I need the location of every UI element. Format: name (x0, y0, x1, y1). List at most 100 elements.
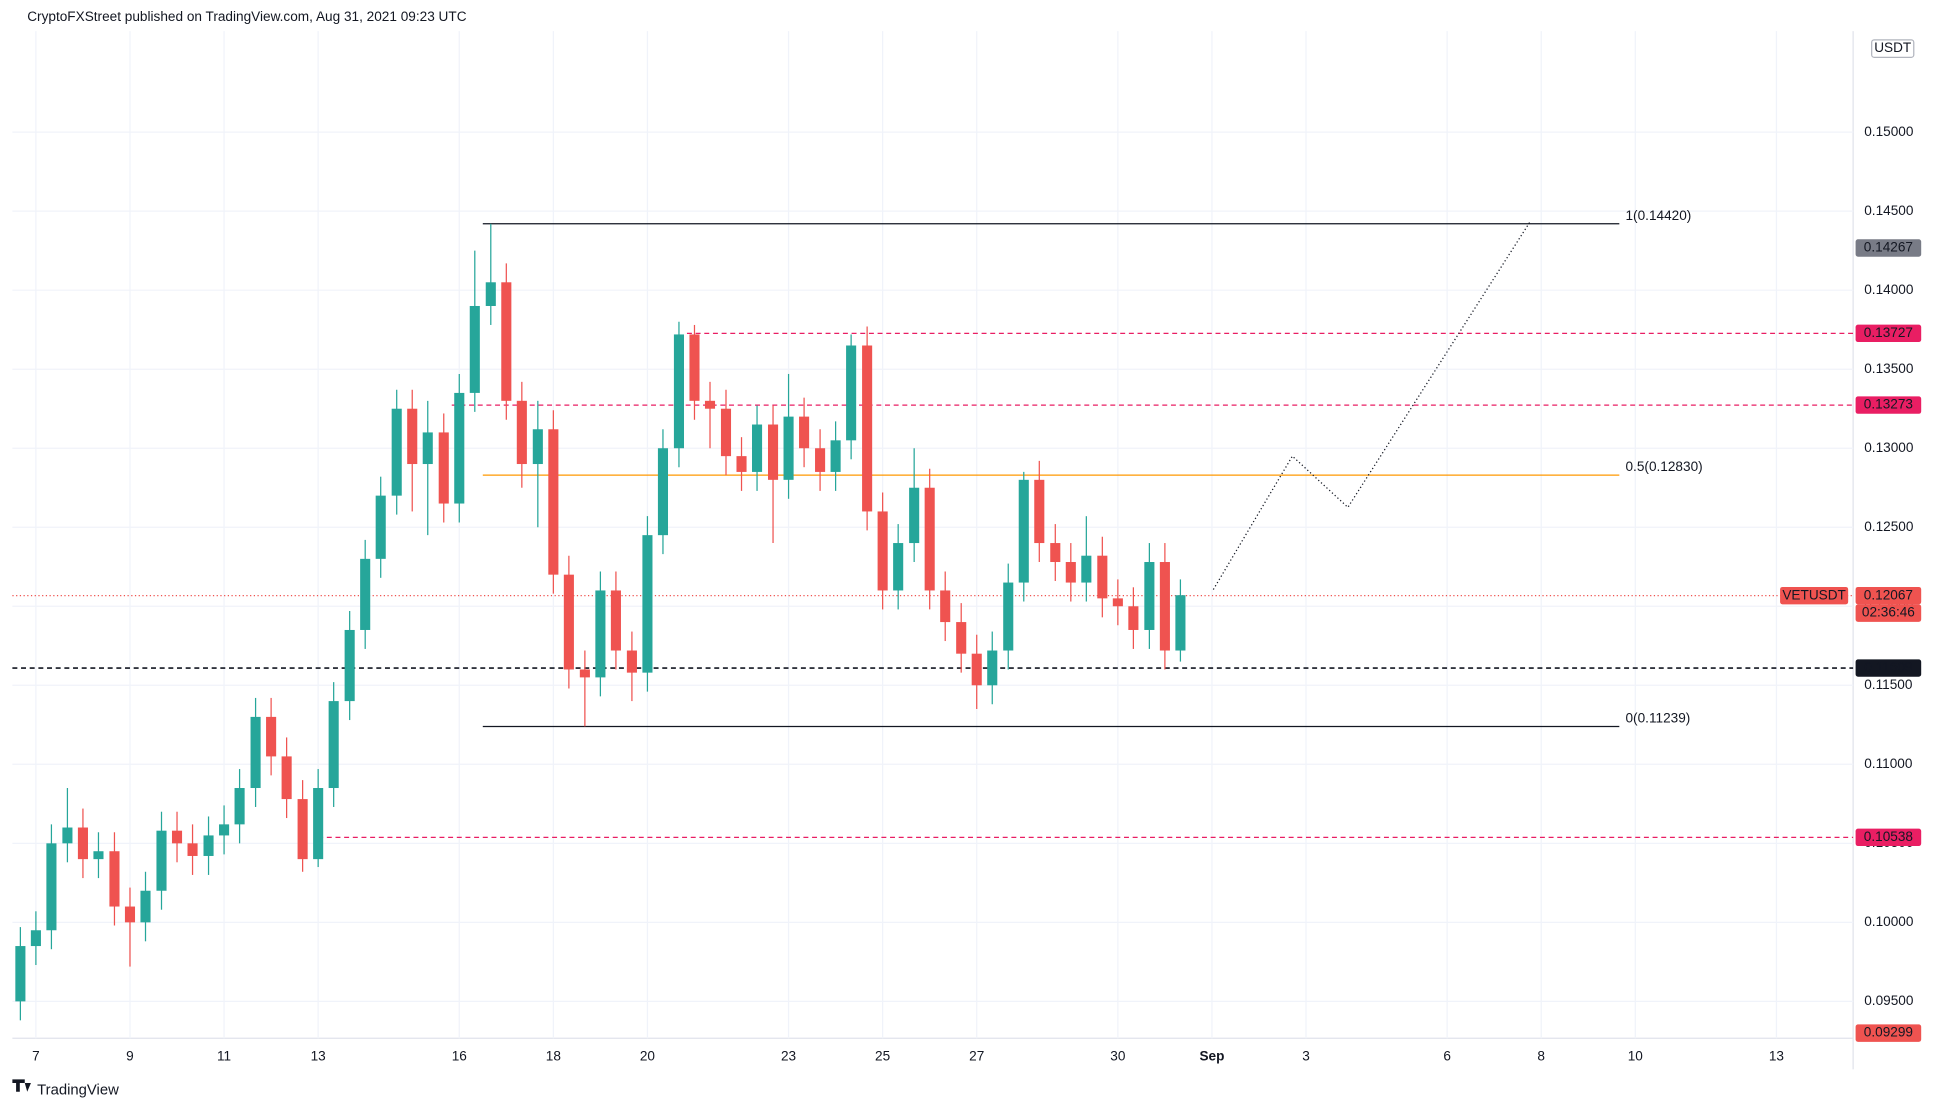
candle-body (626, 650, 637, 673)
candle-body (422, 432, 433, 465)
x-tick-label: 10 (1628, 1048, 1644, 1063)
candle-body (940, 590, 951, 623)
y-tick-label: 0.14500 (1864, 203, 1914, 218)
candle-body (799, 416, 810, 449)
fib-label: 0(0.11239) (1626, 711, 1691, 726)
candle-body (124, 906, 136, 923)
candle-body (171, 830, 183, 844)
candle-body (391, 408, 402, 496)
price-tag (1855, 324, 1922, 343)
y-tick-label: 0.15000 (1864, 124, 1914, 139)
countdown-label: 02:36:46 (1862, 605, 1915, 620)
price-tag (1855, 1024, 1922, 1042)
candle-body (1112, 598, 1123, 607)
x-tick-label: 9 (126, 1048, 134, 1063)
candle-body (563, 574, 574, 670)
price-tag-label: 0.14267 (1864, 240, 1913, 255)
price-tag-label: 0.12067 (1864, 587, 1913, 602)
candle-body (1018, 479, 1029, 583)
x-tick-label: Sep (1199, 1048, 1224, 1063)
candle-body (281, 756, 292, 800)
currency-box (1871, 39, 1915, 58)
candle-body (297, 799, 308, 860)
price-tag-label: 0.10538 (1864, 829, 1913, 844)
candle-body (485, 282, 496, 306)
candle-body (77, 827, 88, 860)
price-tag-label: 0.13273 (1864, 397, 1913, 412)
chart-title: CryptoFXStreet published on TradingView.… (27, 9, 466, 24)
x-tick-label: 25 (875, 1048, 891, 1063)
currency-label: USDT (1874, 40, 1912, 55)
candle-body (438, 432, 449, 504)
x-tick-label: 8 (1537, 1048, 1545, 1063)
candle-body (109, 851, 120, 907)
candle-body (93, 851, 104, 860)
candle-body (140, 890, 151, 923)
candle-body (704, 400, 716, 409)
projection-path (1212, 221, 1531, 590)
candle-body (360, 558, 371, 630)
candle-body (736, 456, 747, 472)
candle-body (971, 653, 982, 686)
candle-body (987, 650, 998, 686)
candle-body (862, 345, 873, 512)
candle-body (234, 788, 245, 825)
x-tick-label: 7 (32, 1048, 40, 1063)
candle-body (516, 400, 527, 465)
price-tag (1855, 396, 1922, 414)
candle-body (203, 835, 214, 856)
x-tick-label: 18 (546, 1048, 561, 1063)
candle-body (156, 830, 167, 891)
x-tick-label: 30 (1110, 1048, 1126, 1063)
candle-body (1175, 595, 1186, 651)
y-tick-label: 0.11000 (1864, 756, 1913, 771)
candle-body (469, 305, 480, 393)
candle-body (1128, 606, 1139, 630)
candle-body (1081, 555, 1092, 583)
candle-body (846, 345, 857, 441)
y-tick-label: 0.13500 (1864, 361, 1914, 376)
candle-body (642, 535, 653, 673)
y-tick-label: 0.09500 (1864, 993, 1914, 1008)
symbol-tag (1780, 586, 1849, 605)
brand-logo (12, 1079, 31, 1092)
candle-body (1144, 562, 1155, 630)
candle-body (1034, 479, 1045, 544)
fib-label: 1(0.14420) (1626, 208, 1692, 223)
candle-body (15, 946, 26, 1002)
candle-body (595, 590, 606, 678)
x-tick-label: 20 (640, 1048, 656, 1063)
candle-body (924, 487, 935, 591)
price-tag (1855, 828, 1922, 847)
candle-body (454, 392, 465, 504)
candle-body (1003, 582, 1014, 651)
price-tag (1855, 586, 1922, 605)
y-tick-label: 0.14000 (1864, 282, 1914, 297)
price-tag (1855, 659, 1922, 677)
candle-body (689, 334, 700, 401)
price-tag (1855, 239, 1922, 257)
candle-body (783, 416, 794, 480)
candle-body (344, 629, 355, 702)
fib-label: 0.5(0.12830) (1626, 459, 1703, 474)
candle-body (501, 282, 512, 401)
candle-body (548, 429, 559, 575)
y-tick-label: 0.13000 (1864, 440, 1914, 455)
candle-body (830, 440, 841, 472)
x-tick-label: 6 (1443, 1048, 1451, 1063)
candle-body (30, 930, 41, 947)
candle-body (956, 622, 967, 654)
x-tick-label: 11 (217, 1048, 231, 1063)
candle-body (610, 590, 621, 651)
candle-body (815, 448, 826, 472)
candle-body (1065, 562, 1076, 583)
candle-body (46, 843, 57, 931)
y-tick-label: 0.10000 (1864, 914, 1914, 929)
y-tick-label: 0.11500 (1864, 677, 1913, 692)
brand: TradingView (37, 1082, 119, 1098)
candle-body (751, 424, 763, 472)
x-tick-label: 23 (781, 1048, 796, 1063)
x-tick-label: 16 (452, 1048, 467, 1063)
countdown-tag (1855, 604, 1922, 622)
